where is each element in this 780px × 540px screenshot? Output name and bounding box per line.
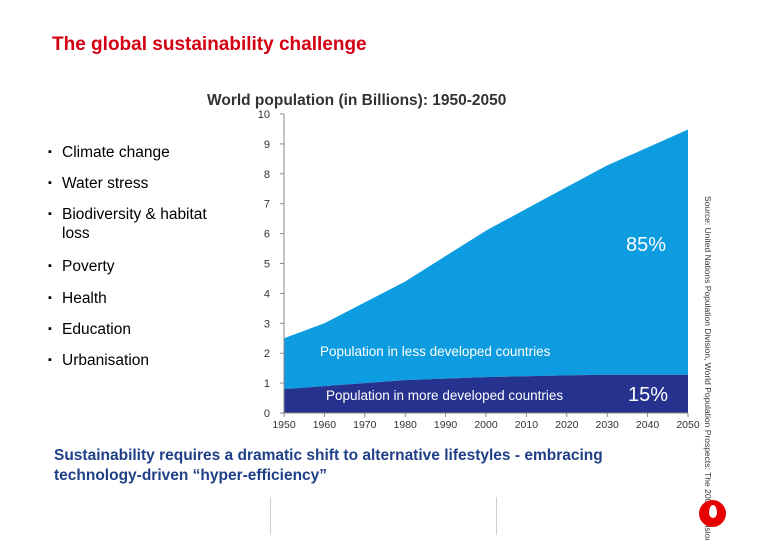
x-tick-label: 1990 — [434, 419, 458, 431]
bullet-marker: ▪ — [48, 260, 52, 272]
footer-divider — [496, 497, 497, 535]
y-tick-label: 2 — [264, 348, 270, 360]
footer-statement: Sustainability requires a dramatic shift… — [54, 446, 734, 486]
share-label-15: 15% — [628, 384, 668, 406]
chart-plot-area: 0 1 2 3 4 5 6 7 8 9 10 1950 1960 1970 1980 1990 2000 2010… — [258, 109, 700, 431]
y-tick-label: 9 — [264, 139, 270, 151]
source-note: Source: United Nations Population Divisi… — [703, 196, 713, 540]
bullet-text: Poverty — [62, 258, 115, 275]
bullet-item: ▪ Water stress — [48, 174, 248, 193]
chart-title: World population (in Billions): 1950-205… — [207, 92, 506, 109]
bullet-marker: ▪ — [48, 354, 52, 366]
bullet-marker: ▪ — [48, 146, 52, 158]
bullet-text: Health — [62, 290, 107, 307]
bullet-marker: ▪ — [48, 292, 52, 304]
bullet-marker: ▪ — [48, 323, 52, 335]
series-label-more-developed: Population in more developed countries — [326, 388, 563, 403]
bullet-text: Water stress — [62, 175, 149, 192]
y-tick-label: 0 — [264, 408, 270, 420]
bullet-text: Biodiversity & habitat loss — [62, 206, 207, 242]
slide-title: The global sustainability challenge — [52, 34, 367, 55]
bullet-marker: ▪ — [48, 208, 52, 220]
x-tick-label: 2020 — [555, 419, 579, 431]
y-tick-label: 8 — [264, 169, 270, 181]
x-tick-label: 2040 — [636, 419, 660, 431]
y-tick-label: 7 — [264, 199, 270, 211]
y-tick-label: 4 — [264, 288, 270, 300]
x-tick-label: 1960 — [313, 419, 337, 431]
y-tick-label: 10 — [258, 109, 270, 121]
y-tick-label: 1 — [264, 378, 270, 390]
x-tick-label: 2030 — [596, 419, 620, 431]
bullet-text: Education — [62, 321, 131, 338]
bullet-item: ▪ Education — [48, 320, 248, 339]
bullet-text: Urbanisation — [62, 352, 150, 369]
bullet-item: ▪ Biodiversity & habitat loss — [48, 205, 248, 243]
bullet-item: ▪ Urbanisation — [48, 351, 248, 370]
y-tick-label: 6 — [264, 229, 270, 241]
bullet-item: ▪ Climate change — [48, 143, 248, 162]
bullet-item: ▪ Health — [48, 289, 248, 308]
x-tick-label: 1950 — [272, 419, 296, 431]
share-label-85: 85% — [626, 234, 666, 256]
x-tick-label: 2010 — [515, 419, 539, 431]
footer-line-2: technology-driven “hyper-efficiency” — [54, 467, 328, 484]
footer-divider — [270, 497, 271, 535]
y-tick-label: 5 — [264, 259, 270, 271]
bullet-text: Climate change — [62, 144, 170, 161]
bullet-item: ▪ Poverty — [48, 257, 248, 276]
vodafone-logo-icon — [699, 500, 726, 527]
y-tick-label: 3 — [264, 318, 270, 330]
bullet-marker: ▪ — [48, 177, 52, 189]
area-less-developed — [284, 129, 688, 390]
x-tick-label: 1970 — [353, 419, 377, 431]
x-tick-label: 1980 — [394, 419, 418, 431]
x-tick-label: 2000 — [474, 419, 498, 431]
area-more-developed — [284, 374, 688, 413]
x-tick-label: 2050 — [676, 419, 700, 431]
footer-line-1: Sustainability requires a dramatic shift… — [54, 447, 603, 464]
series-label-less-developed: Population in less developed countries — [320, 344, 551, 359]
